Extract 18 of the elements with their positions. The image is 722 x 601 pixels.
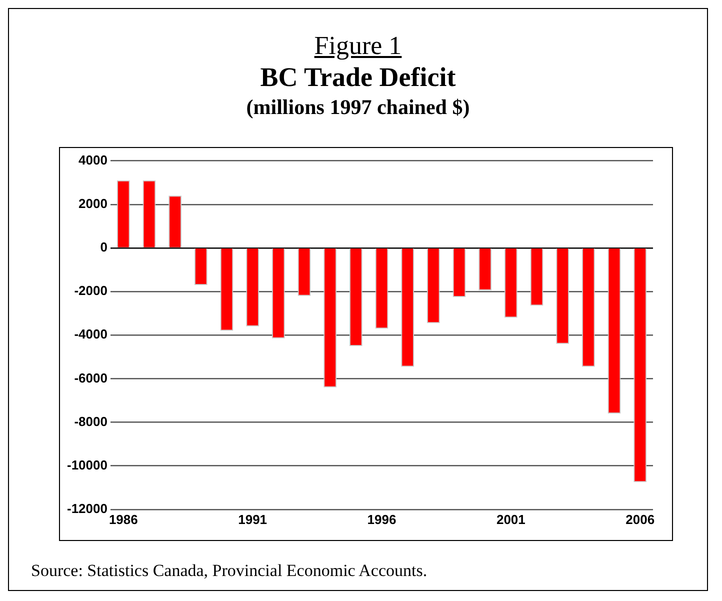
chart-subtitle: (millions 1997 chained $) — [245, 94, 471, 121]
source-note: Source: Statistics Canada, Provincial Economic Accounts. — [31, 561, 428, 581]
x-tick-label: 1991 — [238, 512, 268, 527]
y-tick-label: -4000 — [74, 326, 108, 342]
x-tick-label: 1996 — [367, 512, 396, 527]
y-tick-label: -12000 — [66, 500, 108, 516]
caption: Figure 1 — [313, 31, 403, 61]
y-tick-label: 2000 — [78, 196, 108, 211]
y-tick-label: -6000 — [74, 370, 108, 386]
x-tick-label: 2006 — [626, 512, 655, 527]
y-tick-label: 4000 — [78, 152, 108, 168]
x-tick-label: 2001 — [496, 512, 526, 527]
y-tick-label: -10000 — [66, 457, 108, 472]
x-tick-label: 1986 — [108, 512, 138, 527]
y-tick-label: -8000 — [74, 414, 108, 429]
chart-title: BC Trade Deficit — [259, 61, 457, 93]
y-tick-label: 0 — [100, 240, 108, 255]
y-tick-label: -2000 — [74, 283, 108, 298]
